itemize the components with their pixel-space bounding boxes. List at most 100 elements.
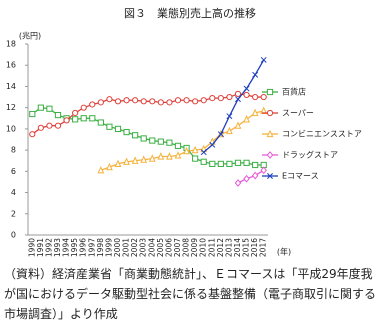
marker	[191, 145, 199, 154]
marker	[54, 111, 62, 119]
x-tick-label: 1990	[27, 238, 36, 257]
x-tick-label: 1994	[62, 238, 71, 257]
marker	[123, 157, 130, 165]
marker	[132, 132, 139, 139]
x-tick-label: 2016	[250, 238, 259, 257]
x-tick-label: 1991	[36, 238, 45, 257]
marker	[209, 160, 216, 168]
marker	[234, 159, 242, 166]
marker	[217, 95, 224, 102]
marker	[235, 96, 241, 103]
marker	[174, 151, 182, 159]
x-tick-label: 2014	[233, 238, 242, 257]
marker	[243, 85, 250, 92]
x-tick-label: 2015	[242, 238, 251, 257]
marker	[243, 115, 250, 123]
legend-label: スーパー	[282, 109, 314, 118]
marker	[97, 99, 104, 106]
marker	[166, 152, 173, 160]
marker	[192, 155, 199, 162]
marker	[106, 162, 113, 171]
marker	[226, 113, 233, 120]
series-line	[237, 169, 265, 184]
marker	[266, 151, 274, 159]
x-tick-label: 2011	[207, 238, 216, 257]
marker	[260, 93, 267, 101]
y-tick-label: 16	[6, 61, 16, 70]
marker	[209, 141, 216, 148]
marker	[252, 71, 259, 78]
marker	[243, 174, 250, 183]
x-axis-label: (年)	[277, 247, 291, 257]
series-line	[31, 93, 264, 135]
marker	[251, 171, 259, 180]
x-tick-label: 2010	[199, 238, 208, 257]
marker	[123, 97, 130, 104]
marker	[114, 125, 122, 132]
marker	[149, 98, 156, 105]
marker	[252, 161, 259, 169]
marker	[266, 88, 274, 96]
y-tick-label: 2	[11, 209, 16, 218]
legend-label: コンビニエンスストア	[282, 130, 362, 139]
marker	[226, 160, 233, 168]
x-tick-label: 2005	[156, 238, 165, 257]
y-tick-label: 10	[6, 124, 16, 133]
marker	[131, 156, 139, 164]
marker	[140, 155, 148, 163]
chart-title: 図３ 業態別売上高の推移	[124, 6, 256, 20]
marker	[140, 135, 147, 142]
y-tick-label: 6	[11, 167, 16, 176]
marker	[80, 115, 87, 122]
marker	[243, 159, 250, 166]
x-tick-label: 2006	[164, 238, 173, 257]
x-tick-label: 1998	[96, 238, 105, 257]
marker	[166, 139, 173, 146]
x-tick-label: 1997	[87, 238, 96, 257]
marker	[200, 149, 207, 156]
marker	[29, 131, 36, 138]
x-tick-label: 1996	[79, 238, 88, 257]
x-tick-label: 2004	[147, 238, 156, 257]
marker	[260, 56, 267, 63]
marker	[37, 104, 44, 111]
marker	[97, 165, 105, 174]
x-tick-label: 2009	[190, 238, 199, 257]
marker	[209, 95, 216, 102]
marker	[46, 122, 53, 129]
marker	[29, 110, 36, 118]
marker	[192, 98, 199, 105]
marker	[183, 97, 190, 104]
x-tick-label: 1992	[44, 238, 53, 257]
marker	[106, 123, 113, 130]
legend-label: 百貨店	[282, 87, 306, 97]
legend-label: ドラッグストア	[282, 150, 338, 160]
source-note: （資料）経済産業省「商業動態統計」、Ｅコマースは「平成29年度我が国におけるデー…	[4, 267, 377, 321]
marker	[252, 93, 259, 101]
y-tick-label: 4	[11, 188, 16, 197]
marker	[260, 166, 267, 175]
marker	[80, 104, 87, 111]
marker	[266, 129, 274, 138]
marker	[89, 101, 96, 108]
marker	[166, 99, 173, 106]
marker	[157, 138, 164, 145]
marker	[63, 117, 70, 124]
x-tick-label: 1999	[104, 238, 113, 257]
marker	[97, 119, 104, 126]
marker	[89, 115, 96, 122]
y-tick-label: 0	[11, 231, 16, 240]
x-tick-label: 2008	[182, 238, 191, 257]
chart: 図３ 業態別売上高の推移 (兆円) (年) 0 2 4 6 8 10 12 14 16 18 199…	[6, 6, 362, 257]
marker	[114, 159, 122, 168]
x-tick-label: 2012	[216, 238, 225, 257]
marker	[226, 93, 233, 101]
x-tick-label: 2001	[122, 238, 131, 257]
marker	[234, 179, 242, 187]
y-tick-label: 12	[6, 103, 16, 112]
marker	[46, 105, 53, 112]
x-tick-label: 2017	[259, 238, 268, 257]
marker	[37, 124, 44, 131]
y-tick-label: 8	[11, 146, 16, 155]
